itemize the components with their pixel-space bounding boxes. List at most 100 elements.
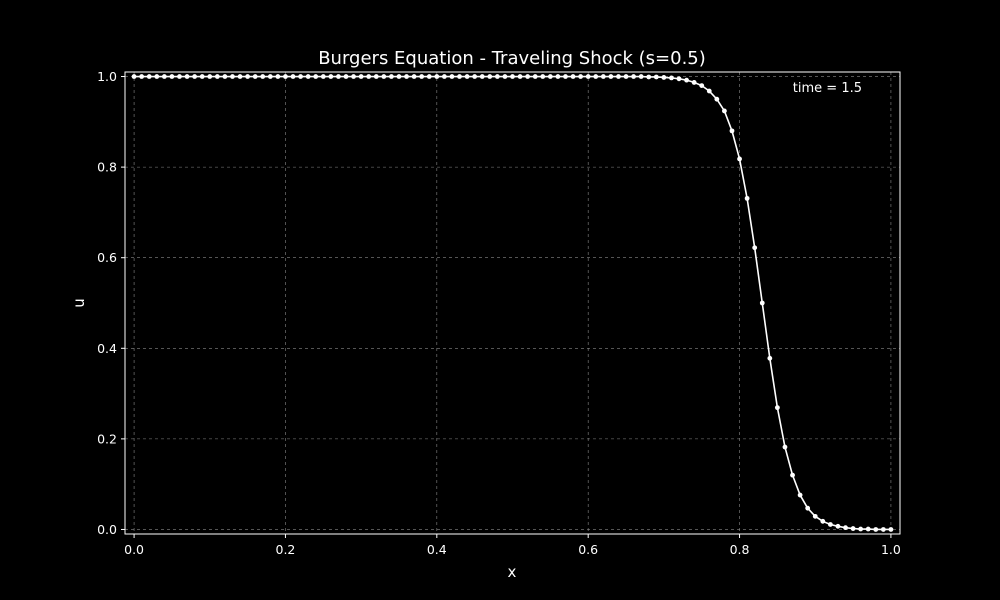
data-point bbox=[154, 74, 160, 79]
data-point bbox=[494, 74, 500, 79]
data-point bbox=[805, 505, 811, 511]
data-point bbox=[510, 74, 515, 79]
data-point bbox=[585, 74, 591, 79]
data-point bbox=[532, 74, 538, 79]
series-layer bbox=[131, 74, 894, 532]
x-axis-label: x bbox=[508, 563, 517, 581]
data-point bbox=[260, 74, 266, 79]
data-point bbox=[328, 74, 334, 79]
data-point bbox=[782, 444, 788, 450]
y-tick-label: 0.6 bbox=[97, 250, 117, 265]
data-point bbox=[737, 156, 742, 162]
data-point bbox=[199, 74, 205, 79]
data-point bbox=[706, 88, 712, 94]
data-point bbox=[184, 74, 190, 79]
x-tick-label: 0.6 bbox=[578, 542, 598, 557]
data-point bbox=[547, 74, 553, 79]
data-point bbox=[207, 74, 213, 79]
data-point bbox=[298, 74, 303, 79]
data-point bbox=[653, 74, 659, 80]
data-point bbox=[237, 74, 243, 79]
data-point bbox=[472, 74, 478, 79]
data-point bbox=[631, 74, 636, 79]
data-point bbox=[131, 74, 137, 79]
data-point bbox=[797, 492, 803, 498]
chart-title: Burgers Equation - Traveling Shock (s=0.… bbox=[318, 48, 706, 69]
data-point bbox=[252, 74, 258, 79]
data-point bbox=[502, 74, 508, 79]
data-point bbox=[850, 526, 856, 531]
y-tick-label: 0.2 bbox=[97, 431, 117, 446]
data-point bbox=[396, 74, 402, 79]
data-point bbox=[888, 527, 894, 532]
data-point bbox=[638, 74, 644, 79]
data-point bbox=[661, 75, 667, 80]
data-point bbox=[540, 74, 546, 79]
data-point bbox=[358, 74, 364, 79]
data-point bbox=[381, 74, 387, 79]
data-point bbox=[555, 74, 561, 79]
data-point bbox=[714, 96, 720, 102]
y-axis-label: u bbox=[70, 298, 88, 308]
data-point bbox=[305, 74, 311, 79]
y-tick-label: 0.0 bbox=[97, 522, 117, 537]
data-point bbox=[222, 74, 228, 79]
ticks: 0.0 0.2 0.4 0.6 0.8 1.0 0.0 0.2 0.4 0.6 0.8 1.0 bbox=[97, 69, 901, 557]
data-point bbox=[336, 74, 341, 79]
x-tick-label: 0.4 bbox=[427, 542, 447, 557]
data-point bbox=[290, 74, 296, 79]
data-point bbox=[267, 74, 273, 79]
data-point bbox=[623, 74, 629, 79]
data-point bbox=[729, 128, 735, 134]
data-point bbox=[313, 74, 319, 79]
data-point bbox=[434, 74, 440, 79]
data-point bbox=[578, 74, 584, 79]
data-point bbox=[343, 74, 349, 79]
data-point bbox=[464, 74, 470, 79]
data-point bbox=[835, 523, 841, 529]
y-tick-label: 0.8 bbox=[97, 160, 117, 175]
data-point bbox=[457, 74, 462, 79]
time-annotation: time = 1.5 bbox=[793, 81, 862, 96]
data-point bbox=[752, 245, 758, 251]
x-tick-label: 0.0 bbox=[124, 542, 144, 557]
data-point bbox=[812, 513, 818, 519]
data-point bbox=[858, 526, 864, 532]
x-tick-label: 0.8 bbox=[730, 542, 750, 557]
data-point bbox=[691, 80, 697, 85]
data-point bbox=[177, 74, 182, 79]
data-point bbox=[744, 195, 750, 201]
data-point bbox=[820, 518, 826, 524]
data-point bbox=[608, 74, 614, 79]
data-point bbox=[245, 74, 251, 79]
data-point bbox=[426, 74, 432, 79]
data-point bbox=[865, 526, 871, 532]
data-point bbox=[722, 108, 727, 114]
data-point bbox=[139, 74, 145, 79]
data-point bbox=[283, 74, 288, 79]
data-point bbox=[669, 75, 674, 81]
data-point bbox=[600, 74, 606, 79]
data-point bbox=[161, 74, 167, 79]
data-point bbox=[790, 472, 795, 478]
data-point bbox=[759, 300, 765, 306]
data-point bbox=[699, 83, 705, 88]
data-point bbox=[320, 74, 326, 79]
data-point bbox=[646, 74, 652, 80]
data-point bbox=[767, 355, 773, 361]
data-point bbox=[843, 525, 848, 531]
data-point bbox=[419, 74, 425, 79]
y-tick-label: 0.4 bbox=[97, 341, 117, 356]
data-point bbox=[676, 76, 682, 82]
data-point bbox=[873, 527, 879, 532]
data-point bbox=[774, 405, 780, 411]
data-point bbox=[449, 74, 455, 79]
data-point bbox=[169, 74, 175, 79]
data-point bbox=[351, 74, 356, 79]
data-point bbox=[479, 74, 485, 79]
data-point bbox=[230, 74, 235, 79]
x-tick-label: 1.0 bbox=[881, 542, 901, 557]
x-tick-label: 0.2 bbox=[276, 542, 296, 557]
data-point bbox=[684, 77, 689, 83]
